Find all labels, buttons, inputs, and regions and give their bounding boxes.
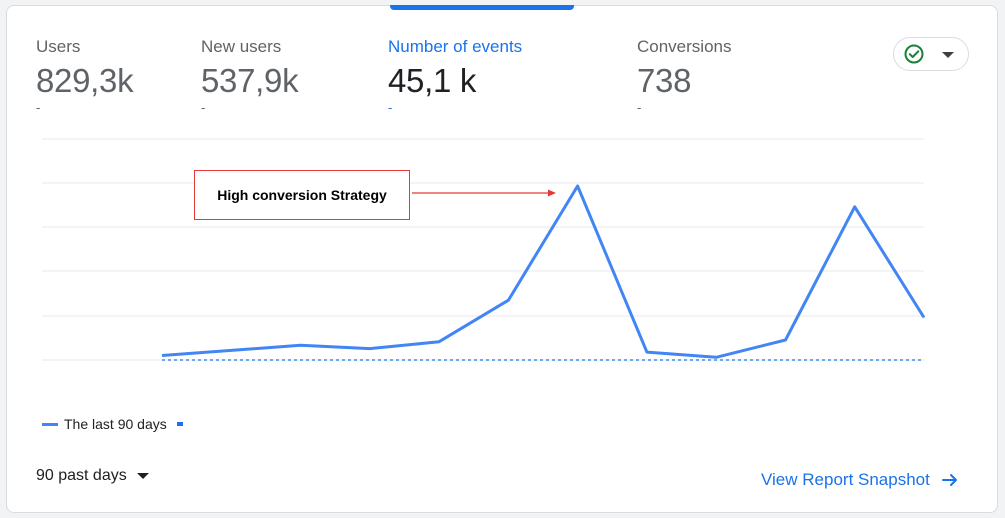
series-line-last-90-days — [161, 184, 926, 359]
insights-card — [6, 5, 998, 513]
status-dropdown-button[interactable] — [893, 37, 969, 71]
metric-new-users[interactable]: New users 537,9k - — [201, 37, 299, 115]
metric-delta: - — [36, 100, 41, 115]
metric-users[interactable]: Users 829,3k - — [36, 37, 134, 115]
metric-delta: - — [388, 100, 393, 115]
metric-label: New users — [201, 37, 282, 56]
annotation-text: High conversion Strategy — [217, 187, 387, 203]
report-link-label: View Report Snapshot — [761, 470, 930, 489]
arrow-right-icon — [941, 474, 957, 486]
metric-value: 738 — [637, 62, 692, 99]
metric-number-of-events[interactable]: Number of events 45,1 k - — [388, 37, 522, 114]
metric-value: 829,3k — [36, 62, 134, 99]
metric-conversions[interactable]: Conversions 738 - — [637, 37, 732, 114]
date-range-label: 90 past days — [36, 467, 127, 484]
annotation-arrowhead — [548, 189, 556, 197]
view-report-snapshot-link[interactable]: View Report Snapshot — [761, 470, 958, 490]
chart-legend: The last 90 days — [42, 416, 183, 432]
metric-label: Conversions — [637, 37, 732, 56]
caret-down-icon — [136, 473, 149, 479]
check-circle-icon — [904, 44, 924, 64]
metric-delta: - — [201, 100, 206, 115]
metric-label: Number of events — [388, 37, 523, 56]
metric-value: 45,1 k — [388, 62, 477, 99]
metric-label: Users — [36, 37, 81, 56]
legend-label: The last 90 days — [64, 416, 167, 432]
caret-down-icon — [942, 52, 954, 58]
metric-value: 537,9k — [201, 62, 299, 99]
active-tab-indicator — [390, 5, 574, 10]
date-range-dropdown[interactable]: 90 past days — [36, 467, 149, 485]
annotation-box: High conversion Strategy — [194, 170, 410, 220]
legend-comparison-swatch — [176, 422, 183, 426]
legend-line-swatch — [42, 422, 58, 426]
metric-delta: - — [637, 100, 642, 115]
